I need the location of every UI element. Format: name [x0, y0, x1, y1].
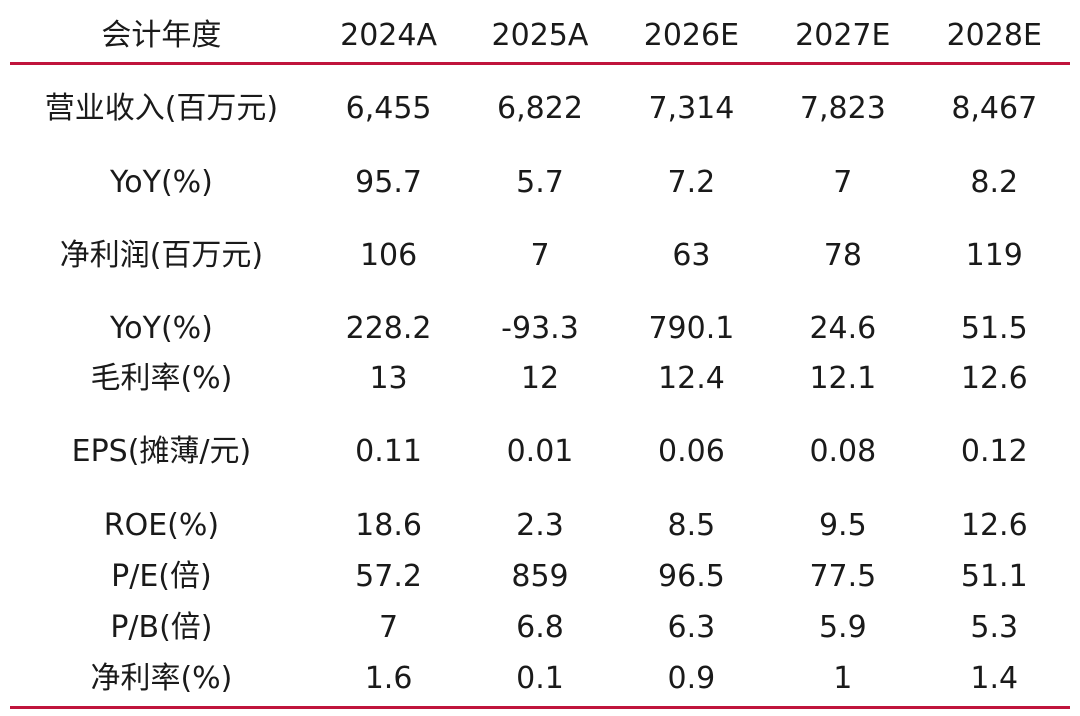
table-cell: 106	[359, 238, 418, 273]
row-label: ROE(%)	[103, 508, 220, 543]
table-cell: 5.3	[970, 610, 1019, 645]
table-cell: 7	[530, 238, 550, 273]
row-label: YoY(%)	[109, 165, 213, 200]
table-cell: 0.01	[506, 434, 574, 469]
table-cell: -93.3	[501, 311, 579, 346]
row-label: 营业收入(百万元)	[44, 91, 279, 126]
table-row-net-margin: 净利率(%) 1.6 0.1 0.9 1 1.4	[10, 659, 1070, 699]
table-cell: 51.1	[960, 559, 1028, 594]
table-row-eps: EPS(摊薄/元) 0.11 0.01 0.06 0.08 0.12	[10, 432, 1070, 472]
table-cell: 12.1	[809, 361, 877, 396]
header-year-2027E: 2027E	[795, 18, 891, 53]
table-row-roe: ROE(%) 18.6 2.3 8.5 9.5 12.6	[10, 506, 1070, 546]
table-cell: 7,314	[648, 91, 735, 126]
table-cell: 859	[511, 559, 569, 594]
row-label: 毛利率(%)	[90, 361, 233, 396]
header-year-2028E: 2028E	[946, 18, 1042, 53]
table-cell: 119	[965, 238, 1023, 273]
table-cell: 5.9	[818, 610, 867, 645]
row-label: 净利润(百万元)	[59, 238, 264, 273]
table-cell: 7	[833, 165, 853, 200]
table-row-net-profit-yoy: YoY(%) 228.2 -93.3 790.1 24.6 51.5	[10, 309, 1070, 349]
header-year-2025A: 2025A	[491, 18, 589, 53]
table-cell: 5.7	[516, 165, 564, 200]
table-cell: 12.6	[960, 508, 1028, 543]
table-bottom-rule	[10, 706, 1070, 709]
row-label: EPS(摊薄/元)	[71, 434, 252, 469]
table-cell: 24.6	[809, 311, 877, 346]
table-cell: 6,455	[345, 91, 432, 126]
table-cell: 7	[379, 610, 399, 645]
table-cell: 51.5	[960, 311, 1028, 346]
table-cell: 18.6	[355, 508, 422, 543]
table-row-net-profit: 净利润(百万元) 106 7 63 78 119	[10, 236, 1070, 276]
header-year-2024A: 2024A	[340, 18, 437, 53]
table-cell: 2.3	[516, 508, 564, 543]
row-label: P/B(倍)	[110, 610, 213, 645]
header-label: 会计年度	[101, 18, 222, 53]
header-divider-rule	[10, 62, 1070, 65]
table-cell: 8,467	[951, 91, 1038, 126]
table-cell: 1.6	[364, 661, 413, 696]
table-cell: 12	[520, 361, 560, 396]
table-cell: 6,822	[497, 91, 583, 126]
table-cell: 95.7	[355, 165, 422, 200]
table-cell: 8.2	[970, 165, 1019, 200]
table-cell: 77.5	[809, 559, 877, 594]
table-cell: 12.6	[960, 361, 1028, 396]
table-cell: 0.06	[658, 434, 725, 469]
table-cell: 7.2	[667, 165, 716, 200]
table-cell: 0.1	[516, 661, 564, 696]
table-cell: 12.4	[658, 361, 725, 396]
table-cell: 57.2	[355, 559, 422, 594]
row-label: YoY(%)	[109, 311, 213, 346]
header-year-2026E: 2026E	[643, 18, 740, 53]
table-row-revenue: 营业收入(百万元) 6,455 6,822 7,314 7,823 8,467	[10, 89, 1070, 129]
table-cell: 13	[369, 361, 408, 396]
row-label: 净利率(%)	[90, 661, 233, 696]
table-cell: 1.4	[970, 661, 1019, 696]
table-row-pb: P/B(倍) 7 6.8 6.3 5.9 5.3	[10, 608, 1070, 648]
table-cell: 0.12	[960, 434, 1028, 469]
table-header-row: 会计年度 2024A 2025A 2026E 2027E 2028E	[10, 16, 1070, 56]
table-cell: 96.5	[658, 559, 725, 594]
table-cell: 9.5	[818, 508, 867, 543]
table-row-revenue-yoy: YoY(%) 95.7 5.7 7.2 7 8.2	[10, 163, 1070, 203]
table-row-gross-margin: 毛利率(%) 13 12 12.4 12.1 12.6	[10, 359, 1070, 399]
table-cell: 63	[672, 238, 711, 273]
table-cell: 0.9	[667, 661, 716, 696]
table-cell: 8.5	[667, 508, 716, 543]
table-cell: 6.3	[667, 610, 716, 645]
table-cell: 0.08	[809, 434, 877, 469]
table-row-pe: P/E(倍) 57.2 859 96.5 77.5 51.1	[10, 557, 1070, 597]
row-label: P/E(倍)	[111, 559, 212, 594]
table-cell: 78	[823, 238, 862, 273]
table-cell: 0.11	[355, 434, 422, 469]
table-cell: 7,823	[799, 91, 886, 126]
table-cell: 6.8	[516, 610, 564, 645]
table-cell: 790.1	[648, 311, 735, 346]
table-cell: 1	[833, 661, 853, 696]
table-cell: 228.2	[345, 311, 432, 346]
